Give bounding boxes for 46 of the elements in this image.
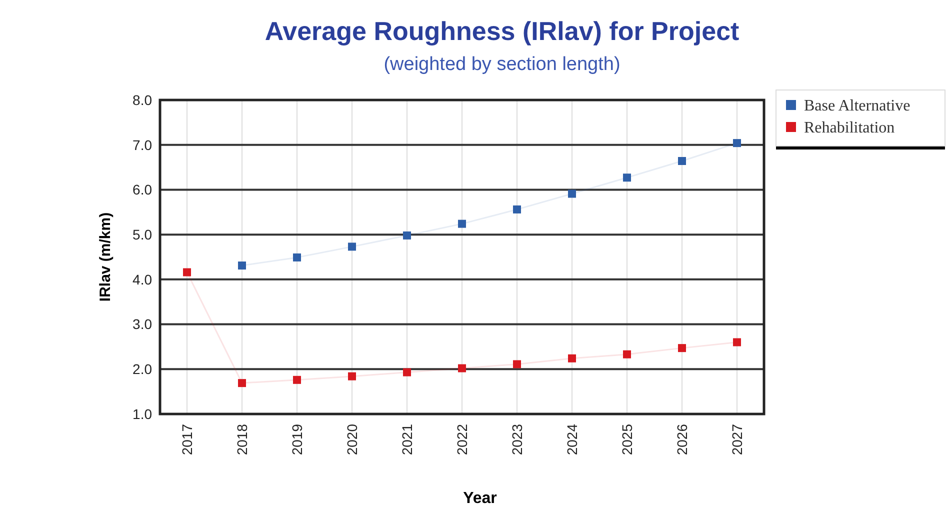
point [293, 376, 301, 384]
point [238, 379, 246, 388]
point [678, 157, 686, 166]
x-tick-label: 2019 [288, 424, 305, 456]
y-axis-title: IRlav (m/km) [97, 212, 114, 302]
x-tick-label: 2026 [674, 424, 690, 456]
y-tick-label: 2.0 [132, 361, 152, 378]
y-tick-label: 6.0 [132, 182, 152, 198]
y-tick-label: 1.0 [132, 406, 152, 422]
point [293, 253, 301, 262]
y-tick-label: 7.0 [132, 136, 152, 153]
chart-title: Average Roughness (IRlav) for Project [264, 16, 740, 46]
point [733, 338, 741, 346]
point [458, 220, 466, 228]
x-tick-label: 2022 [454, 424, 470, 456]
x-tick-label: 2025 [618, 424, 635, 456]
point [348, 372, 356, 380]
y-tick-label: 3.0 [132, 316, 152, 332]
x-axis-title: Year [463, 490, 497, 507]
x-tick-label: 2018 [234, 424, 250, 456]
chart-subtitle: (weighted by section length) [384, 54, 620, 75]
x-tick-label: 2021 [398, 424, 415, 456]
point [623, 350, 631, 358]
point [348, 242, 356, 251]
point [623, 174, 631, 182]
point [458, 364, 466, 372]
point [403, 231, 411, 240]
legend-label: Base Alternative [804, 98, 910, 115]
point [513, 360, 521, 368]
y-tick-label: 5.0 [132, 226, 152, 242]
point [568, 354, 576, 362]
x-tick-label: 2027 [728, 424, 745, 456]
x-tick-label: 2020 [344, 424, 360, 456]
point [568, 190, 576, 198]
y-tick-label: 8.0 [132, 92, 152, 108]
point [513, 205, 521, 214]
point [678, 344, 686, 352]
point [238, 262, 246, 270]
point [733, 139, 741, 148]
y-tick-label: 4.0 [132, 271, 152, 288]
x-tick-label: 2023 [508, 424, 525, 456]
x-tick-label: 2017 [178, 424, 195, 456]
x-tick-label: 2024 [564, 424, 580, 456]
point [183, 268, 191, 276]
point [403, 368, 411, 376]
legend-label: Rehabilitation [804, 120, 895, 137]
